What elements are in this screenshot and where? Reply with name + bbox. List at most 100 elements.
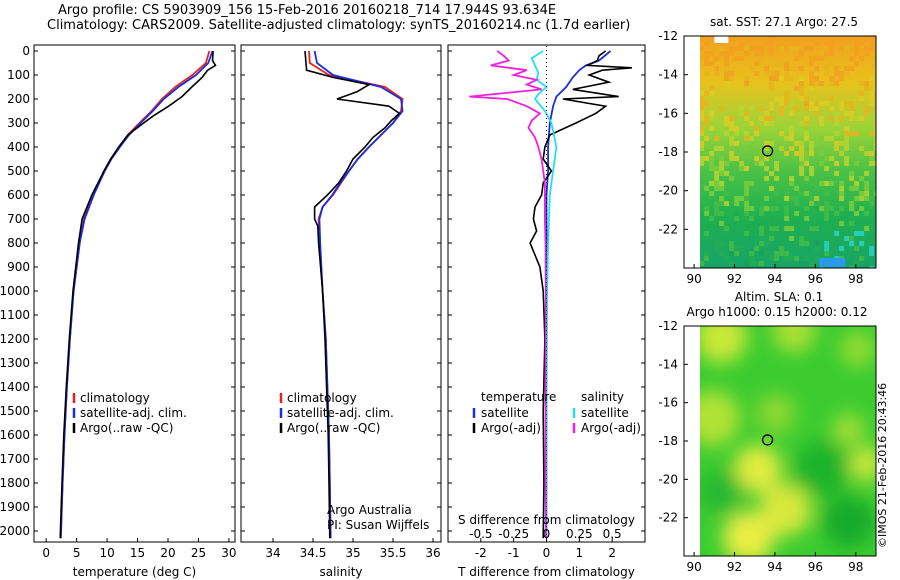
sst-cell bbox=[794, 241, 800, 246]
legend-label: climatology bbox=[80, 391, 150, 405]
sst-cell bbox=[764, 166, 770, 171]
sst-cell bbox=[869, 201, 875, 206]
sst-cell bbox=[864, 196, 870, 201]
sst-cell bbox=[844, 131, 850, 136]
sst-cell bbox=[724, 201, 730, 206]
sst-cell bbox=[829, 136, 835, 141]
sst-cell bbox=[734, 196, 740, 201]
sst-cell bbox=[789, 256, 795, 261]
sst-cell bbox=[759, 206, 765, 211]
sst-cell bbox=[709, 126, 715, 131]
sst-cell bbox=[804, 96, 810, 101]
sst-cell bbox=[724, 256, 730, 261]
sst-cell bbox=[784, 151, 790, 156]
sst-cell bbox=[789, 236, 795, 241]
sst-cell bbox=[859, 256, 865, 261]
sst-cell bbox=[854, 51, 860, 56]
sst-cell bbox=[700, 126, 705, 131]
sst-cell bbox=[714, 166, 720, 171]
sst-cell bbox=[829, 116, 835, 121]
sst-cell bbox=[779, 146, 785, 151]
sst-cell bbox=[789, 76, 795, 81]
series-line-2 bbox=[530, 50, 558, 539]
sst-cell bbox=[719, 106, 725, 111]
sst-cell bbox=[754, 126, 760, 131]
x-tick-label: -2 bbox=[475, 546, 487, 560]
sst-cell bbox=[744, 261, 750, 266]
sst-cell bbox=[819, 116, 825, 121]
sst-cell bbox=[864, 151, 870, 156]
sst-cell bbox=[764, 146, 770, 151]
sst-cell bbox=[864, 266, 870, 268]
sst-cell bbox=[869, 196, 875, 201]
y-tick-label: 300 bbox=[7, 116, 30, 130]
sla-blob bbox=[722, 511, 775, 556]
sst-cell bbox=[744, 186, 750, 191]
sst-cell bbox=[779, 181, 785, 186]
sst-cell bbox=[700, 146, 705, 151]
sst-cell bbox=[729, 71, 735, 76]
sst-cell bbox=[809, 201, 815, 206]
x-tick-label: 92 bbox=[727, 272, 742, 286]
sst-cell bbox=[849, 236, 855, 241]
profile-panel-1: 34 34.5 35 35.5 36 salinity bbox=[240, 44, 442, 579]
sst-cell bbox=[734, 246, 740, 251]
sst-cell bbox=[729, 46, 735, 51]
map-field bbox=[700, 326, 876, 556]
sst-cell bbox=[799, 261, 805, 266]
sst-cell bbox=[834, 221, 840, 226]
sst-cell bbox=[834, 81, 840, 86]
sst-cell bbox=[754, 261, 760, 266]
sst-cell bbox=[824, 41, 830, 46]
sst-cell bbox=[714, 206, 720, 211]
sst-cell bbox=[854, 116, 860, 121]
sst-cell bbox=[804, 241, 810, 246]
sst-cell bbox=[764, 156, 770, 161]
series-line-1 bbox=[529, 50, 632, 539]
sst-cell bbox=[839, 36, 845, 41]
sst-cell bbox=[834, 111, 840, 116]
sst-cell bbox=[784, 251, 790, 256]
sst-cell bbox=[749, 181, 755, 186]
sst-cell bbox=[859, 96, 865, 101]
sst-cell bbox=[774, 96, 780, 101]
sst-cell bbox=[700, 91, 705, 96]
sst-cell bbox=[839, 151, 845, 156]
sst-cell bbox=[854, 181, 860, 186]
sst-cell bbox=[744, 131, 750, 136]
sst-cell bbox=[714, 186, 720, 191]
sst-cell bbox=[864, 226, 870, 231]
y-tick-label: -20 bbox=[658, 184, 678, 198]
sst-cell bbox=[779, 96, 785, 101]
sst-cell bbox=[824, 101, 830, 106]
sst-cell bbox=[779, 111, 785, 116]
sst-cell bbox=[814, 76, 820, 81]
y-tick-label: 1800 bbox=[0, 476, 30, 490]
sst-cell bbox=[759, 51, 765, 56]
sst-cell bbox=[874, 91, 876, 96]
sst-cell bbox=[724, 81, 730, 86]
sst-cell bbox=[824, 136, 830, 141]
sst-cell bbox=[774, 61, 780, 66]
sst-cell bbox=[754, 71, 760, 76]
sst-cell bbox=[739, 166, 745, 171]
sst-cell bbox=[769, 141, 775, 146]
sst-cell bbox=[789, 176, 795, 181]
y-tick-label: 1000 bbox=[0, 284, 30, 298]
sst-cell bbox=[739, 221, 745, 226]
sst-cell bbox=[839, 246, 845, 251]
sst-cell bbox=[869, 151, 875, 156]
sst-cell bbox=[724, 116, 730, 121]
sst-cell bbox=[799, 81, 805, 86]
y-tick-label: 2000 bbox=[0, 524, 30, 538]
sst-cell bbox=[819, 121, 825, 126]
sst-cell bbox=[764, 56, 770, 61]
sst-cell bbox=[839, 216, 845, 221]
sst-cell bbox=[759, 151, 765, 156]
sst-cell bbox=[794, 201, 800, 206]
sst-cell bbox=[804, 216, 810, 221]
y-tick-label: 100 bbox=[7, 68, 30, 82]
sst-cell bbox=[819, 101, 825, 106]
argo-location-marker bbox=[761, 434, 774, 446]
sst-cell bbox=[734, 131, 740, 136]
